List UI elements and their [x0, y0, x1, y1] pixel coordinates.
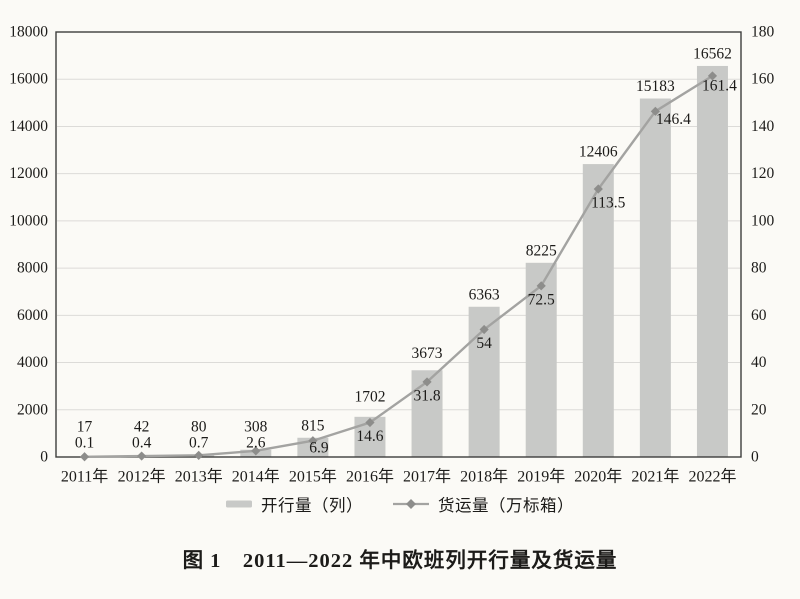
right-axis-tick-label: 140: [751, 118, 775, 135]
right-axis-tick-label: 0: [751, 449, 759, 466]
left-axis-tick-label: 6000: [17, 307, 48, 324]
line-marker: [593, 184, 603, 194]
bar-value-label: 308: [244, 419, 268, 436]
bar-value-label: 8225: [526, 242, 557, 259]
line-marker: [536, 281, 546, 291]
line-marker: [251, 446, 261, 456]
right-axis-tick-label: 60: [751, 307, 767, 324]
legend-item-trains: 开行量（列）: [226, 492, 363, 516]
left-axis-tick-label: 12000: [9, 165, 48, 182]
line-marker: [308, 436, 318, 446]
right-axis-tick-label: 180: [751, 24, 775, 41]
left-axis-tick-label: 18000: [9, 24, 48, 41]
left-axis-tick-label: 0: [40, 449, 48, 466]
bar-value-label: 42: [134, 419, 150, 436]
figure-caption: 图 1 2011—2022 年中欧班列开行量及货运量: [182, 550, 618, 572]
line-marker: [650, 106, 660, 116]
line-marker: [479, 324, 489, 335]
x-axis-tick-label: 2016年: [346, 468, 394, 486]
left-axis-tick-label: 10000: [9, 212, 48, 229]
bar: [696, 65, 728, 458]
x-axis-tick-label: 2014年: [232, 468, 280, 486]
line-marker: [79, 452, 90, 462]
legend-label-trains: 开行量（列）: [261, 496, 363, 515]
line-value-label: 14.6: [356, 428, 383, 445]
bar-value-label: 16562: [693, 45, 732, 62]
x-axis-tick-label: 2021年: [631, 468, 679, 486]
bar-value-label: 3673: [412, 345, 443, 362]
x-axis-tick-label: 2012年: [118, 468, 166, 486]
x-axis-tick-label: 2022年: [688, 468, 736, 486]
right-axis-tick-label: 80: [751, 260, 767, 277]
line-value-label: 2.6: [246, 435, 266, 452]
line-diamond-swatch-icon: [393, 498, 429, 510]
line-value-label: 0.7: [189, 435, 209, 452]
bar-value-label: 12406: [579, 144, 618, 161]
x-axis-tick-label: 2017年: [403, 468, 451, 486]
line-marker: [707, 71, 718, 81]
line-marker: [422, 377, 432, 387]
line-value-label: 6.9: [309, 440, 329, 457]
chart-canvas: 17 42 80 308 815 1702 3673 6363 8225 12406 15183 16…: [9, 24, 775, 486]
bar-value-label: 6363: [469, 286, 500, 303]
left-axis-tick-label: 4000: [17, 354, 48, 371]
x-axis-tick-label: 2019年: [517, 468, 565, 486]
x-axis-tick-label: 2020年: [574, 468, 622, 486]
x-axis-tick-label: 2018年: [460, 468, 508, 486]
line-marker: [194, 450, 204, 460]
right-axis-tick-label: 120: [751, 165, 775, 182]
line-value-label: 54: [476, 335, 492, 352]
bar: [639, 98, 671, 457]
bar-value-label: 80: [191, 419, 207, 436]
x-axis-tick-label: 2013年: [175, 468, 223, 486]
line-value-label: 31.8: [413, 387, 440, 404]
right-axis-tick-label: 100: [751, 212, 775, 229]
line-value-label: 146.4: [656, 111, 691, 128]
line-series: [84, 74, 714, 458]
bar-value-label: 17: [77, 419, 93, 436]
left-axis-tick-label: 14000: [9, 118, 48, 135]
bar-swatch-icon: [226, 499, 252, 509]
bar-value-label: 15183: [636, 78, 675, 95]
legend: 开行量（列） 货运量（万标箱）: [0, 492, 800, 516]
right-axis-tick-label: 160: [751, 71, 775, 88]
line-value-label: 113.5: [591, 195, 626, 212]
left-axis-tick-label: 16000: [9, 71, 48, 88]
line-value-label: 0.4: [132, 435, 152, 452]
legend-label-freight: 货运量（万标箱）: [438, 496, 574, 515]
line-value-label: 161.4: [702, 77, 737, 94]
plot-border: [55, 31, 742, 458]
bar-value-label: 815: [301, 417, 325, 434]
bar: [582, 164, 614, 457]
left-axis-tick-label: 2000: [17, 401, 48, 418]
left-axis-tick-label: 8000: [17, 260, 48, 277]
line-marker: [137, 451, 147, 461]
line-marker: [365, 417, 375, 428]
x-axis-tick-label: 2015年: [289, 468, 337, 486]
right-axis-tick-label: 20: [751, 401, 767, 418]
legend-item-freight: 货运量（万标箱）: [393, 492, 574, 516]
x-axis-tick-label: 2011年: [61, 468, 108, 486]
line-value-label: 0.1: [75, 435, 94, 452]
right-axis-tick-label: 40: [751, 354, 767, 371]
bar-value-label: 1702: [354, 388, 385, 405]
line-value-label: 72.5: [528, 291, 555, 308]
